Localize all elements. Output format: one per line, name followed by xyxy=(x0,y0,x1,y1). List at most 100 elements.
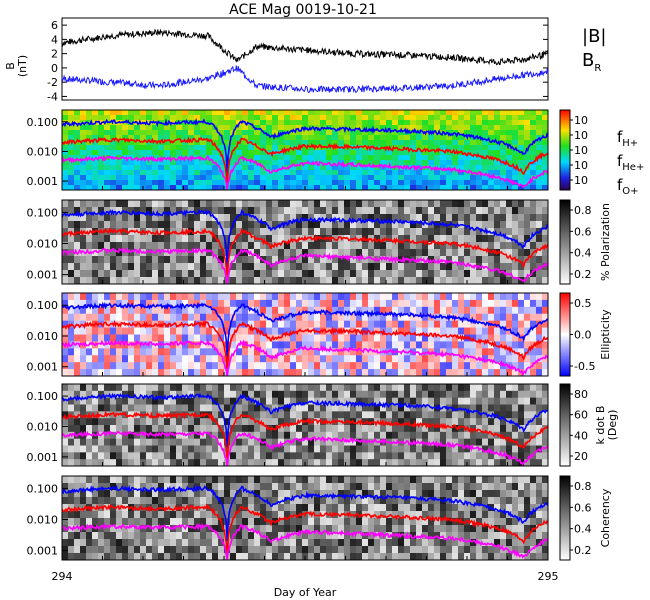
panel-spec-cell xyxy=(398,130,405,136)
panel-spec-cell xyxy=(236,170,243,176)
panel-spec-cell xyxy=(536,110,543,116)
panel-spec-cell xyxy=(290,185,297,190)
panel-spec-cell xyxy=(368,130,375,136)
panel-spec-cell xyxy=(458,180,465,186)
panel-spec-cell xyxy=(248,135,255,141)
panel-kdb-cell xyxy=(422,438,429,446)
panel-ell-cell xyxy=(404,334,411,342)
panel-ell-cell xyxy=(356,320,363,328)
panel-kdb-cell xyxy=(104,384,111,392)
panel-coh-cell xyxy=(164,518,171,526)
panel-kdb-cell xyxy=(344,445,351,453)
panel-pol-cell xyxy=(524,207,531,215)
panel-spec-cell xyxy=(524,140,531,146)
panel-coh-cell xyxy=(338,525,345,533)
panel-kdb-cell xyxy=(224,425,231,433)
panel-spec-cell xyxy=(488,135,495,141)
panel-coh-cell xyxy=(320,553,327,560)
panel-pol-cell xyxy=(128,221,135,229)
panel-spec-cell xyxy=(266,175,273,181)
panel-spec-cell xyxy=(128,185,135,190)
panel-kdb-cell xyxy=(410,445,417,453)
panel-pol-cell xyxy=(410,242,417,250)
panel-pol-cell xyxy=(326,207,333,215)
panel-ell-cell xyxy=(302,334,309,342)
panel-spec-cell xyxy=(272,130,279,136)
panel-ell-cell xyxy=(344,313,351,322)
panel-ell-cell xyxy=(248,293,255,301)
panel-kdb-cell xyxy=(134,438,141,446)
panel-spec-cell xyxy=(74,175,81,181)
panel-spec-cell xyxy=(104,110,111,116)
panel-ell-cell xyxy=(368,334,375,342)
panel-coh-cell xyxy=(332,539,339,547)
panel-kdb-cell xyxy=(392,459,399,466)
panel-spec-cell xyxy=(140,150,147,156)
panel-coh-cell xyxy=(74,476,81,484)
panel-spec-cell xyxy=(356,175,363,181)
panel-spec-cell xyxy=(470,175,477,181)
panel-pol-cell xyxy=(284,214,291,222)
panel-spec-cell xyxy=(284,125,291,131)
panel-spec-cell xyxy=(260,150,267,156)
panel-coh-cell xyxy=(296,525,303,533)
panel-spec-cell xyxy=(170,110,177,116)
panel-ell-cell xyxy=(74,369,81,376)
panel-kdb-cell xyxy=(320,384,327,392)
panel-coh-cell xyxy=(248,539,255,547)
panel-spec-cell xyxy=(68,175,75,181)
panel-ell-cell xyxy=(254,341,261,349)
panel-spec-cell xyxy=(464,150,471,156)
panel-spec-cell xyxy=(128,110,135,116)
panel-spec-cell xyxy=(476,140,483,146)
panel-kdb-cell xyxy=(488,452,495,460)
panel-ell-cell xyxy=(164,348,171,356)
panel-pol-cell xyxy=(140,207,147,215)
panel-spec-cell xyxy=(440,145,447,151)
panel-kdb-cell xyxy=(224,384,231,392)
panel-kdb-cell xyxy=(476,459,483,466)
panel-ell-cell xyxy=(476,369,483,376)
panel-pol-cell xyxy=(86,235,93,243)
panel-ell-cell xyxy=(128,362,135,370)
panel-spec-cell xyxy=(272,110,279,116)
panel-spec-cell xyxy=(182,180,189,186)
panel-ell-cell xyxy=(374,362,381,370)
panel-ell-cell xyxy=(404,327,411,335)
panel-ell-cell xyxy=(260,334,267,342)
panel-kdb-cell xyxy=(188,397,195,405)
panel-ell-cell xyxy=(356,369,363,376)
panel-ell-cell xyxy=(542,293,548,301)
panel-coh-cell xyxy=(332,532,339,540)
panel-pol-cell xyxy=(296,207,303,215)
panel-ell-cell xyxy=(68,362,75,370)
panel-ell-cell xyxy=(146,320,153,328)
panel-spec-cell xyxy=(230,125,237,131)
panel-spec-cell xyxy=(422,120,429,126)
panel-pol-cell xyxy=(512,207,519,215)
panel-pol-cell xyxy=(194,235,201,243)
panel-coh-cell xyxy=(152,483,159,491)
panel-pol-cell xyxy=(398,249,405,257)
panel-spec-cell xyxy=(506,160,513,166)
panel-ell-cell xyxy=(236,362,243,370)
panel-coh-cell xyxy=(74,490,81,498)
panel-spec-cell xyxy=(458,125,465,131)
panel-coh-cell xyxy=(62,518,69,526)
panel-pol-cell xyxy=(398,242,405,250)
panel-coh-cell xyxy=(272,546,279,554)
panel-ell-cell xyxy=(62,327,69,335)
panel-kdb-cell xyxy=(242,418,249,426)
panel-coh-cell xyxy=(350,518,357,526)
panel-pol-cell xyxy=(518,270,525,278)
panel-coh-cell xyxy=(104,553,111,560)
panel-spec-cell xyxy=(230,180,237,186)
panel-pol-cell xyxy=(230,207,237,215)
panel-pol-cell xyxy=(122,256,129,264)
panel-coh-cell xyxy=(218,539,225,547)
panel-spec-cell xyxy=(368,115,375,121)
panel-spec-cell xyxy=(98,180,105,186)
panel-pol-cell xyxy=(194,263,201,271)
panel-kdb-cell xyxy=(350,404,357,412)
panel-kdb-cell xyxy=(386,418,393,426)
